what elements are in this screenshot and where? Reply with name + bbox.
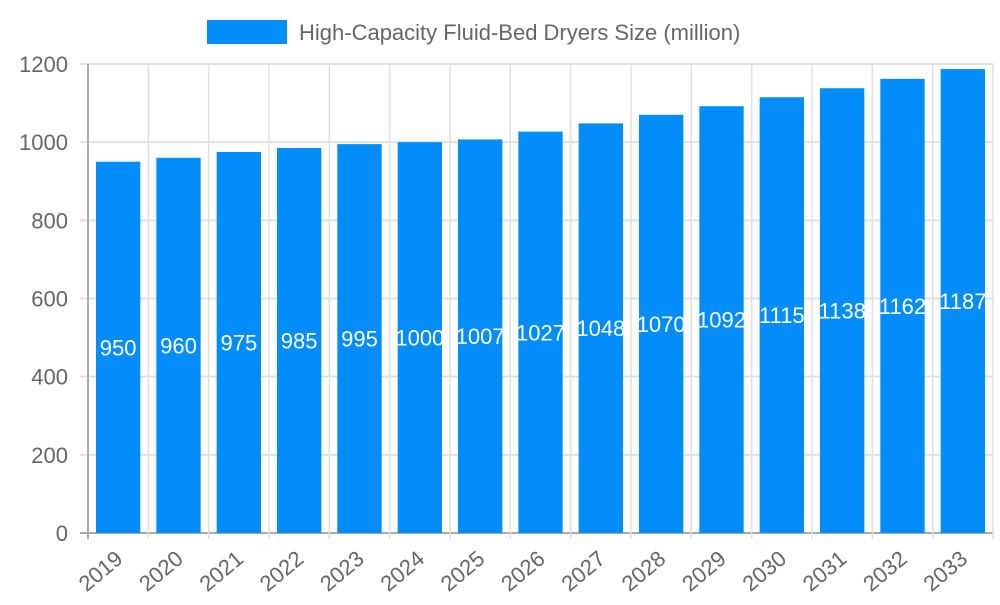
x-tick-label: 2023 <box>315 546 369 597</box>
y-tick-label: 1200 <box>19 52 68 77</box>
data-label: 950 <box>100 335 137 360</box>
x-tick-label: 2030 <box>737 546 791 597</box>
legend-swatch <box>207 20 287 44</box>
bar-2022 <box>277 148 322 533</box>
data-label: 995 <box>341 327 378 352</box>
data-label: 1027 <box>516 320 565 345</box>
x-tick-label: 2028 <box>617 546 671 597</box>
data-label: 1138 <box>819 299 866 324</box>
x-tick-label: 2032 <box>858 546 912 597</box>
data-label: 1070 <box>637 312 686 337</box>
data-label: 1000 <box>395 326 444 351</box>
x-tick-label: 2019 <box>74 546 128 597</box>
x-tick-label: 2022 <box>255 546 309 597</box>
data-label: 1115 <box>759 303 805 328</box>
x-tick-label: 2025 <box>436 546 490 597</box>
data-label: 1092 <box>697 308 746 333</box>
bars: 950 960 975 985 995 1000 1007 1027 1048 1070 1092 1… <box>96 69 986 534</box>
x-tick-label: 2033 <box>918 546 972 597</box>
y-tick-label: 800 <box>31 208 68 233</box>
bar-2030 <box>759 97 804 534</box>
bar-2031 <box>820 88 865 534</box>
data-label: 1187 <box>939 289 986 314</box>
data-label: 975 <box>220 330 257 355</box>
bar-2020 <box>156 157 201 534</box>
x-tick-label: 2024 <box>375 546 429 597</box>
bar-2033 <box>940 69 985 533</box>
y-tick-label: 0 <box>56 521 68 546</box>
bar-2023 <box>337 144 382 533</box>
bar-2026 <box>518 131 563 533</box>
x-tick-label: 2026 <box>496 546 550 597</box>
x-tick-label: 2027 <box>556 546 610 597</box>
y-tick-label: 600 <box>31 287 68 312</box>
bar-2032 <box>880 78 925 533</box>
legend[interactable]: High-Capacity Fluid-Bed Dryers Size (mil… <box>207 20 740 45</box>
bar-2019 <box>96 161 141 534</box>
x-tick-label: 2021 <box>194 546 248 597</box>
data-label: 1162 <box>879 294 926 319</box>
bar-2027 <box>578 123 623 533</box>
bar-2029 <box>699 106 744 534</box>
data-label: 1007 <box>456 324 505 349</box>
data-label: 1048 <box>576 316 625 341</box>
x-tick-label: 2020 <box>134 546 188 597</box>
x-tick-label: 2029 <box>677 546 731 597</box>
bar-2028 <box>639 114 684 533</box>
x-tick-label: 2031 <box>798 546 852 597</box>
y-tick-label: 400 <box>31 365 68 390</box>
legend-label: High-Capacity Fluid-Bed Dryers Size (mil… <box>299 20 740 45</box>
bar-2024 <box>397 142 442 533</box>
y-tick-label: 200 <box>31 443 68 468</box>
y-tick-label: 1000 <box>19 130 68 155</box>
data-label: 985 <box>281 329 318 354</box>
data-label: 960 <box>160 333 197 358</box>
bar-2021 <box>216 151 261 533</box>
bar-2025 <box>458 139 503 533</box>
